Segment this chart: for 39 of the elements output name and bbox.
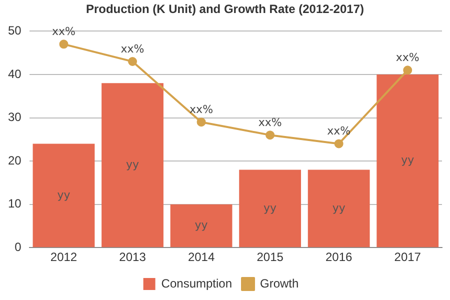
x-tick-label: 2017 (394, 250, 422, 264)
data-label: xx% (396, 51, 420, 64)
point (266, 130, 275, 140)
bar (170, 204, 232, 248)
data-label: xx% (52, 25, 76, 38)
x-tick-label: 2014 (188, 250, 215, 264)
data-label: yy (401, 154, 415, 167)
point (334, 139, 344, 148)
y-tick-label: 30 (8, 110, 22, 124)
point (128, 56, 138, 66)
point (59, 40, 68, 49)
bar (32, 144, 95, 248)
y-tick-label: 0 (14, 240, 22, 254)
chart-title: Production (K Unit) and Growth Rate (2012-2017) (84, 2, 366, 16)
legend-label: Growth (260, 276, 299, 290)
bar (239, 170, 302, 248)
point (196, 118, 206, 127)
data-label: xx% (258, 116, 282, 129)
y-tick-label: 10 (8, 196, 22, 211)
x-tick-label: 2012 (50, 250, 78, 264)
x-tick-label: 2015 (256, 250, 284, 264)
data-label: xx% (190, 102, 214, 116)
y-tick-label: 40 (8, 66, 22, 81)
data-label: yy (57, 188, 71, 202)
x-tick-label: 2013 (119, 250, 146, 264)
bar (308, 170, 370, 248)
y-tick-label: 20 (8, 153, 22, 168)
data-label: xx% (120, 42, 144, 56)
data-label: xx% (327, 124, 351, 138)
data-label: yy (332, 201, 346, 214)
data-label: yy (126, 158, 140, 171)
data-label: yy (194, 218, 208, 232)
point (403, 66, 412, 75)
y-tick-label: 50 (8, 24, 22, 38)
bar (376, 74, 439, 248)
x-tick-label: 2016 (325, 250, 353, 264)
legend-label: Consumption (161, 276, 232, 290)
bar (102, 83, 164, 248)
data-label: yy (264, 201, 278, 214)
